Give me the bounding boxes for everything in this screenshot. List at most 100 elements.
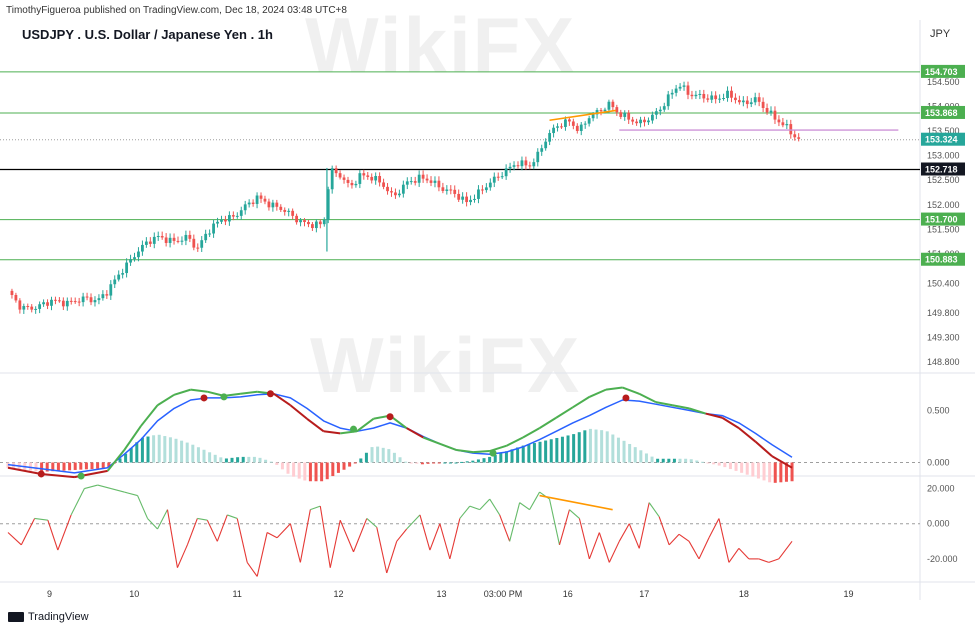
oscillator-segment <box>84 484 98 490</box>
oscillator-segment <box>176 544 188 568</box>
candle-body <box>334 168 338 174</box>
candle-body <box>152 236 156 244</box>
candle-body <box>583 123 587 125</box>
macd-histogram-bar <box>303 462 307 481</box>
candle-body <box>176 240 180 242</box>
signal-line-segment <box>273 392 291 407</box>
oscillator-segment <box>519 502 530 511</box>
candle-body <box>651 114 654 121</box>
macd-histogram-bar <box>398 457 402 463</box>
macd-histogram-bar <box>79 462 83 470</box>
candle-body <box>611 101 615 108</box>
candle-body <box>378 176 382 183</box>
macd-histogram-bar <box>68 462 72 471</box>
candle-body <box>437 180 441 188</box>
macd-histogram-bar <box>73 462 77 470</box>
candle-body <box>749 102 753 105</box>
candle-body <box>30 306 34 310</box>
macd-histogram-bar <box>762 462 766 481</box>
macd-histogram-bar <box>236 457 240 463</box>
time-tick-label: 10 <box>129 589 139 599</box>
time-tick-label: 13 <box>437 589 447 599</box>
macd-histogram-bar <box>96 462 100 469</box>
macd-histogram-bar <box>51 462 55 472</box>
macd-histogram-bar <box>264 459 268 463</box>
price-tick-label: 154.500 <box>927 77 960 87</box>
author-name[interactable]: TimothyFigueroa <box>6 5 81 16</box>
oscillator-segment <box>648 502 660 518</box>
candle-body <box>698 93 702 95</box>
candle-body <box>358 173 362 184</box>
candle-body <box>204 233 208 241</box>
candle-body <box>777 119 781 123</box>
candle-body <box>227 215 231 222</box>
candle-body <box>599 110 603 112</box>
candle-body <box>401 184 405 194</box>
macd-histogram-bar <box>532 443 536 463</box>
macd-histogram-bar <box>622 440 626 463</box>
candle-body <box>168 237 172 243</box>
macd-histogram-bar <box>521 445 525 463</box>
candle-body <box>524 160 528 166</box>
macd-histogram-bar <box>124 453 128 463</box>
macd-histogram-bar <box>689 459 693 463</box>
signal-line-segment <box>754 440 773 458</box>
candle-body <box>326 189 330 220</box>
crossover-dot <box>37 470 45 478</box>
time-tick-label: 11 <box>233 589 242 599</box>
oscillator-segment <box>97 484 112 490</box>
candle-body <box>141 244 144 252</box>
candle-body <box>540 148 544 152</box>
candle-body <box>164 237 168 243</box>
oscillator-tick-label: 0.000 <box>927 519 950 529</box>
candle-body <box>481 189 484 191</box>
oscillator-segment <box>459 505 471 519</box>
macd-histogram-bar <box>140 437 144 463</box>
oscillator-segment <box>227 514 238 519</box>
price-tick-label: 152.500 <box>927 175 960 185</box>
time-tick-label: 9 <box>47 589 52 599</box>
signal-line-segment <box>622 386 640 395</box>
candle-body <box>718 98 722 100</box>
macd-histogram-bar <box>476 459 480 463</box>
macd-histogram-bar <box>566 435 570 463</box>
symbol-title[interactable]: USDJPY . U.S. Dollar / Japanese Yen . 1h <box>22 27 273 42</box>
candle-body <box>224 219 227 222</box>
crossover-dot <box>200 394 208 402</box>
macd-histogram-bar <box>790 462 794 482</box>
macd-histogram-bar <box>208 452 212 463</box>
candle-body <box>101 294 105 299</box>
candle-body <box>433 180 437 183</box>
signal-line-segment <box>456 449 474 454</box>
macd-histogram-bar <box>409 462 413 464</box>
macd-histogram-bar <box>465 461 469 463</box>
candle-body <box>311 224 314 229</box>
candle-body <box>350 182 354 186</box>
macd-histogram-bar <box>146 436 150 463</box>
signal-line-segment <box>522 427 541 439</box>
macd-histogram-bar <box>644 453 648 463</box>
macd-histogram-bar <box>784 462 788 482</box>
oscillator-segment <box>124 491 138 497</box>
macd-histogram-bar <box>258 457 262 463</box>
tradingview-logo-icon <box>8 612 24 622</box>
oscillator-segment <box>70 488 85 516</box>
candle-body <box>42 302 45 305</box>
macd-histogram-bar <box>756 462 760 479</box>
candle-body <box>781 122 785 126</box>
macd-histogram-bar <box>650 456 654 463</box>
candle-body <box>690 94 694 97</box>
oscillator-segment <box>558 509 570 545</box>
candle-body <box>291 210 295 216</box>
candle-body <box>235 215 239 217</box>
macd-histogram-bar <box>684 458 688 463</box>
time-tick-label: 12 <box>334 589 344 599</box>
macd-histogram-bar <box>241 456 245 463</box>
brand-name: TradingView <box>28 611 89 623</box>
macd-histogram-bar <box>84 462 88 470</box>
price-level-label: 153.324 <box>925 135 958 145</box>
candle-body <box>287 210 291 212</box>
candle-body <box>394 192 397 196</box>
macd-histogram-bar <box>460 461 464 463</box>
